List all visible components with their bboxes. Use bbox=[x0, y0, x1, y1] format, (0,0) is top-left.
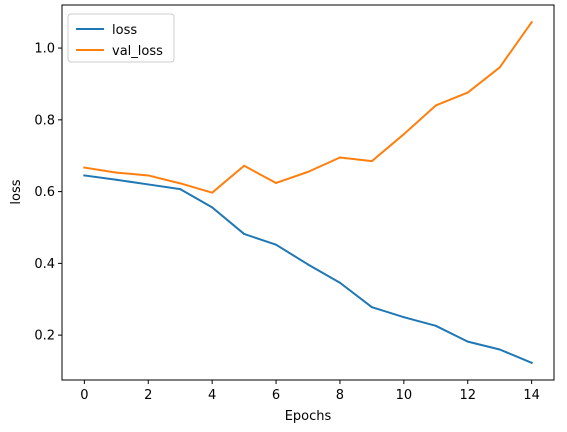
data-point-loss bbox=[466, 340, 469, 343]
data-point-val-loss bbox=[466, 91, 469, 94]
y-axis: 0.2 0.4 0.6 0.8 1.0 bbox=[34, 42, 62, 344]
data-point-loss bbox=[530, 361, 533, 364]
x-tick-label: 0 bbox=[80, 388, 88, 403]
y-tick-label: 1.0 bbox=[34, 42, 55, 57]
legend-label-loss: loss bbox=[112, 23, 137, 38]
x-tick-label: 4 bbox=[208, 388, 216, 403]
legend-label-val-loss: val_loss bbox=[112, 44, 163, 59]
data-point-loss bbox=[307, 263, 309, 266]
legend: loss val_loss bbox=[67, 13, 175, 63]
data-point-loss bbox=[179, 188, 182, 191]
data-point-val-loss bbox=[307, 170, 309, 173]
data-point-val-loss bbox=[243, 164, 246, 167]
x-tick-label: 2 bbox=[144, 388, 152, 403]
data-point-loss bbox=[498, 348, 501, 351]
data-point-val-loss bbox=[338, 156, 341, 159]
x-axis-label: Epochs bbox=[285, 409, 332, 424]
y-axis-label: loss bbox=[9, 179, 24, 204]
x-tick-label: 10 bbox=[396, 388, 413, 403]
data-point-loss bbox=[402, 316, 405, 319]
data-point-val-loss bbox=[530, 21, 533, 24]
data-point-val-loss bbox=[370, 160, 373, 163]
data-point-loss bbox=[370, 306, 373, 309]
axes-frame bbox=[61, 4, 555, 381]
x-axis: 0 2 4 6 8 10 12 14 bbox=[80, 380, 540, 403]
data-point-val-loss bbox=[83, 166, 86, 169]
x-tick-label: 6 bbox=[272, 388, 280, 403]
data-point-val-loss bbox=[147, 174, 150, 177]
data-point-loss bbox=[434, 324, 437, 327]
data-point-loss bbox=[275, 243, 278, 246]
data-point-loss bbox=[243, 232, 246, 235]
data-point-loss bbox=[115, 178, 118, 181]
x-tick-label: 14 bbox=[523, 388, 540, 403]
data-point-loss bbox=[83, 174, 86, 177]
data-point-val-loss bbox=[402, 133, 405, 136]
y-tick-label: 0.6 bbox=[34, 185, 55, 200]
data-point-val-loss bbox=[434, 104, 437, 107]
data-point-loss bbox=[147, 183, 150, 186]
series-line-loss bbox=[83, 174, 533, 365]
x-tick-label: 12 bbox=[459, 388, 476, 403]
data-point-val-loss bbox=[498, 66, 501, 69]
data-point-val-loss bbox=[179, 182, 182, 185]
data-point-val-loss bbox=[275, 181, 278, 184]
data-point-loss bbox=[338, 281, 341, 284]
plot-area bbox=[83, 20, 534, 365]
y-tick-label: 0.8 bbox=[34, 113, 55, 128]
data-point-val-loss bbox=[115, 171, 118, 174]
y-tick-label: 0.4 bbox=[34, 257, 55, 272]
data-point-val-loss bbox=[211, 191, 214, 194]
y-tick-label: 0.2 bbox=[34, 329, 55, 344]
data-point-loss bbox=[211, 206, 214, 209]
x-tick-label: 8 bbox=[336, 388, 344, 403]
